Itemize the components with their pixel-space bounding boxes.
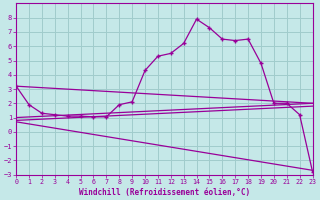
X-axis label: Windchill (Refroidissement éolien,°C): Windchill (Refroidissement éolien,°C)	[79, 188, 250, 197]
